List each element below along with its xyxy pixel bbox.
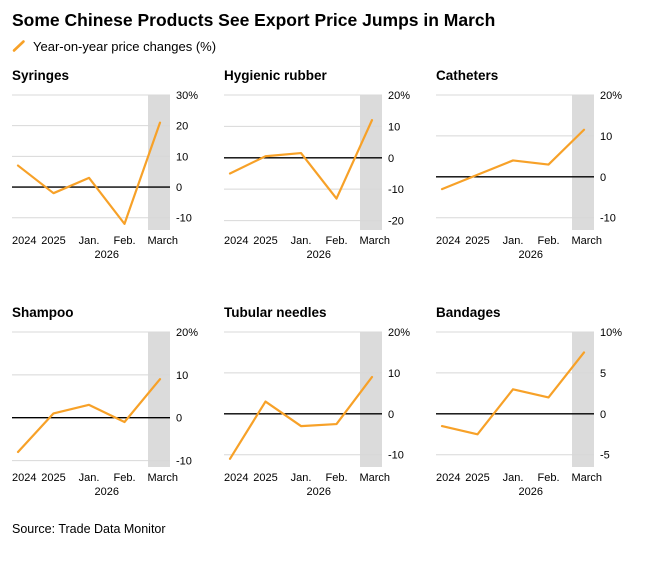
x-tick-label: 2025 [465, 235, 489, 247]
y-tick-label: 20% [388, 90, 410, 102]
x-tick-label: March [571, 472, 602, 484]
chart-catheters: Catheters 20% 10 0 -10 2024 2025 Jan. Feb. March… [436, 68, 636, 263]
x-tick-label: Feb. [537, 472, 559, 484]
x-tick-label: Jan. [79, 472, 100, 484]
y-tick-label: 0 [388, 153, 394, 165]
x-tick-label: 2024 [436, 235, 460, 247]
x-tick-label: Jan. [503, 235, 524, 247]
y-tick-label: -10 [600, 213, 616, 225]
chart-title: Shampoo [12, 304, 74, 320]
chart-title: Hygienic rubber [224, 67, 327, 83]
chart-title: Bandages [436, 304, 501, 320]
charts-grid: Syringes 30% 20 10 0 -10 2024 2025 Jan. Feb. Marc… [12, 68, 634, 500]
price-line [16, 121, 162, 225]
line-chart: 20% 10 0 -10 2024 2025 Jan. Feb. March 2026 [224, 327, 410, 498]
x-tick-label: Feb. [325, 472, 347, 484]
chart-tubular-needles: Tubular needles 20% 10 0 -10 2024 2025 Jan. Feb… [224, 305, 424, 500]
y-tick-label: 30% [176, 90, 198, 102]
x-tick-label: 2024 [436, 472, 460, 484]
x-tick-label: 2025 [253, 472, 277, 484]
line-chart: 20% 10 0 -10 2024 2025 Jan. Feb. March 2026 [436, 90, 622, 261]
y-tick-label: 20 [176, 121, 188, 133]
x-tick-label: Feb. [537, 235, 559, 247]
y-tick-label: 0 [388, 409, 394, 421]
y-tick-label: 20% [388, 327, 410, 339]
x-tick-label: Feb. [325, 235, 347, 247]
x-tick-label: March [571, 235, 602, 247]
price-line [440, 128, 586, 191]
x-tick-label: Jan. [503, 472, 524, 484]
x-tick-label: Jan. [79, 235, 100, 247]
x-tick-label: 2025 [41, 472, 65, 484]
y-tick-label: -10 [176, 455, 192, 467]
chart-panel: Some Chinese Products See Export Price J… [12, 10, 634, 536]
y-tick-label: 0 [176, 182, 182, 194]
x-tick-label: Jan. [291, 472, 312, 484]
y-tick-label: 5 [600, 368, 606, 380]
line-series-icon [12, 39, 26, 53]
x-tick-label: 2025 [465, 472, 489, 484]
line-chart: 20% 10 0 -10 -20 2024 2025 Jan. Feb. March 2026 [224, 90, 410, 261]
x-tick-label: Feb. [113, 472, 135, 484]
x-tick-label: Jan. [291, 235, 312, 247]
price-line [440, 351, 586, 436]
y-tick-label: 10% [600, 327, 622, 339]
year-sub-label: 2026 [519, 249, 543, 261]
year-sub-label: 2026 [95, 249, 119, 261]
y-tick-label: 10 [176, 370, 188, 382]
chart-title: Catheters [436, 67, 499, 83]
year-sub-label: 2026 [307, 486, 331, 498]
price-line [228, 375, 374, 460]
chart-title: Tubular needles [224, 304, 327, 320]
y-tick-label: 10 [600, 131, 612, 143]
y-tick-label: -10 [176, 213, 192, 225]
y-tick-label: 10 [388, 368, 400, 380]
y-tick-label: 0 [600, 172, 606, 184]
y-tick-label: 0 [176, 413, 182, 425]
y-tick-label: -20 [388, 215, 404, 227]
x-tick-label: 2024 [12, 235, 36, 247]
x-tick-label: 2025 [41, 235, 65, 247]
x-tick-label: 2024 [224, 235, 248, 247]
x-tick-label: 2024 [224, 472, 248, 484]
year-sub-label: 2026 [95, 486, 119, 498]
y-tick-label: -10 [388, 450, 404, 462]
y-tick-label: 10 [176, 151, 188, 163]
x-tick-label: March [147, 235, 178, 247]
highlight-band [148, 331, 170, 467]
highlight-band [148, 94, 170, 230]
legend-label: Year-on-year price changes (%) [33, 38, 217, 54]
x-tick-label: Feb. [113, 235, 135, 247]
x-tick-label: March [359, 472, 390, 484]
price-line [16, 377, 162, 453]
x-tick-label: March [147, 472, 178, 484]
y-tick-label: 20% [600, 90, 622, 102]
y-tick-label: 0 [600, 409, 606, 421]
legend: Year-on-year price changes (%) [12, 39, 634, 54]
chart-shampoo: Shampoo 20% 10 0 -10 2024 2025 Jan. Feb. March 20… [12, 305, 212, 500]
chart-hygienic-rubber: Hygienic rubber 20% 10 0 -10 -20 2024 2025 Jan.… [224, 68, 424, 263]
page-title: Some Chinese Products See Export Price J… [12, 10, 496, 30]
y-tick-label: -5 [600, 450, 610, 462]
line-chart: 30% 20 10 0 -10 2024 2025 Jan. Feb. March 2026 [12, 90, 198, 261]
x-tick-label: March [359, 235, 390, 247]
year-sub-label: 2026 [519, 486, 543, 498]
chart-syringes: Syringes 30% 20 10 0 -10 2024 2025 Jan. Feb. Marc… [12, 68, 212, 263]
price-line [228, 118, 374, 200]
highlight-band [572, 94, 594, 230]
line-chart: 20% 10 0 -10 2024 2025 Jan. Feb. March 2026 [12, 327, 198, 498]
x-tick-label: 2024 [12, 472, 36, 484]
line-chart: 10% 5 0 -5 2024 2025 Jan. Feb. March 2026 [436, 327, 622, 498]
chart-bandages: Bandages 10% 5 0 -5 2024 2025 Jan. Feb. March 202… [436, 305, 636, 500]
y-tick-label: 10 [388, 121, 400, 133]
highlight-band [360, 331, 382, 467]
chart-title: Syringes [12, 67, 70, 83]
highlight-band [572, 331, 594, 467]
highlight-band [360, 94, 382, 230]
source-note: Source: Trade Data Monitor [12, 521, 166, 536]
y-tick-label: 20% [176, 327, 198, 339]
year-sub-label: 2026 [307, 249, 331, 261]
y-tick-label: -10 [388, 184, 404, 196]
x-tick-label: 2025 [253, 235, 277, 247]
